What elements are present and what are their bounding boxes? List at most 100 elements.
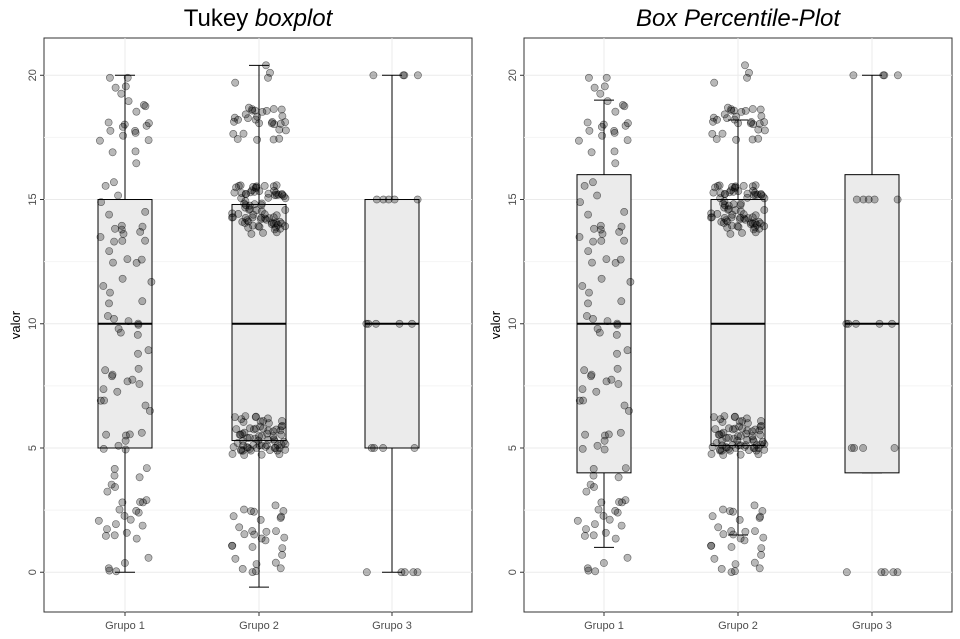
data-point [725, 424, 733, 433]
data-point [859, 444, 867, 452]
data-point [105, 210, 113, 219]
data-point [121, 82, 130, 91]
x-axis-ticks: Grupo 1 Grupo 2 Grupo 3 [105, 612, 412, 632]
data-point [710, 554, 719, 563]
data-point [109, 258, 117, 267]
data-point [737, 108, 746, 116]
data-point [728, 210, 737, 219]
data-point [119, 229, 128, 238]
data-point [708, 129, 717, 138]
data-point [623, 136, 632, 144]
data-point [726, 229, 735, 238]
data-point [236, 181, 245, 190]
data-point [584, 210, 592, 219]
data-point [245, 205, 253, 214]
data-point [744, 419, 752, 428]
data-point [743, 414, 751, 423]
data-point [246, 188, 255, 197]
y-tick-label: 5 [507, 445, 519, 451]
data-point [269, 105, 278, 113]
data-point [239, 441, 247, 450]
data-point [101, 366, 110, 375]
data-point [746, 119, 755, 128]
data-point [118, 498, 127, 507]
data-point [587, 370, 596, 379]
data-point [596, 225, 605, 234]
data-point [122, 528, 131, 537]
data-point [142, 464, 151, 472]
data-point [114, 324, 123, 333]
data-point [708, 443, 717, 451]
data-point [718, 441, 726, 450]
data-point [263, 414, 272, 423]
data-point [264, 419, 273, 428]
data-point [395, 319, 404, 328]
data-point [844, 319, 853, 328]
boxes [576, 74, 900, 548]
data-point [751, 191, 760, 199]
data-point [123, 255, 132, 263]
data-point [750, 501, 759, 510]
data-point [589, 464, 598, 473]
y-tick-label: 0 [27, 569, 39, 575]
data-point [612, 330, 621, 339]
data-point [125, 430, 134, 439]
data-point [620, 207, 629, 216]
data-point [625, 406, 633, 415]
data-point [131, 147, 140, 156]
x-tick-label: Grupo 3 [852, 620, 892, 632]
data-point [842, 319, 851, 328]
data-point [754, 125, 763, 134]
data-point [620, 236, 628, 245]
x-tick-label: Grupo 3 [372, 620, 412, 632]
data-point [715, 181, 724, 190]
data-point [741, 441, 750, 450]
data-point [585, 126, 594, 135]
x-tick-label: Grupo 2 [718, 620, 758, 632]
data-point [390, 195, 399, 204]
data-point [102, 430, 110, 439]
data-point [613, 508, 622, 517]
data-point [247, 507, 255, 515]
data-point [123, 73, 132, 82]
y-tick-label: 20 [27, 69, 39, 81]
data-point [118, 236, 127, 245]
data-point [131, 128, 140, 137]
data-point [727, 527, 736, 535]
data-point [124, 317, 133, 325]
data-point [598, 131, 606, 140]
data-point [275, 444, 284, 452]
data-point [718, 129, 727, 138]
data-point [755, 119, 764, 128]
y-tick-label: 20 [507, 69, 519, 81]
data-point [261, 536, 270, 545]
x-tick-label: Grupo 2 [239, 620, 279, 632]
data-point [270, 437, 279, 446]
data-point [756, 105, 765, 114]
data-point [894, 71, 902, 80]
data-point [731, 567, 739, 576]
data-point [589, 178, 597, 187]
title-plain: Tukey [184, 5, 255, 32]
data-point [262, 61, 270, 70]
data-point [707, 213, 715, 222]
data-point [142, 121, 151, 130]
data-point [228, 213, 236, 222]
data-point [264, 426, 273, 435]
data-point [271, 558, 280, 567]
data-point [264, 189, 273, 198]
data-point [241, 110, 250, 119]
data-point [849, 71, 858, 80]
data-point [748, 135, 757, 144]
data-point [852, 195, 861, 204]
data-point [611, 159, 620, 168]
data-point [96, 233, 105, 241]
data-point [720, 110, 729, 119]
data-point [110, 178, 118, 187]
data-point [108, 148, 117, 157]
data-point [272, 181, 281, 190]
data-point [228, 541, 237, 550]
data-point [101, 181, 110, 190]
data-point [279, 437, 288, 446]
data-point [245, 201, 254, 210]
